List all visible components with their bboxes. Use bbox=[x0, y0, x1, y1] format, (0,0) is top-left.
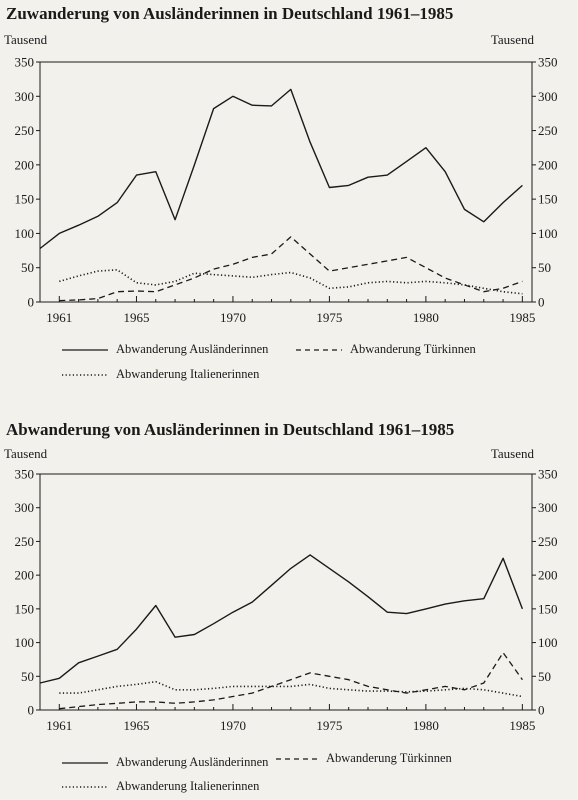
x-tick-label: 1961 bbox=[46, 718, 72, 733]
x-tick-label: 1985 bbox=[509, 310, 535, 325]
x-tick-label: 1965 bbox=[123, 310, 149, 325]
x-tick-label: 1970 bbox=[220, 310, 246, 325]
y-tick-label-left: 300 bbox=[15, 89, 35, 104]
x-tick-label: 1961 bbox=[46, 310, 72, 325]
x-tick-label: 1975 bbox=[316, 718, 342, 733]
y-tick-label-left: 250 bbox=[15, 123, 35, 138]
y-tick-label-right: 250 bbox=[538, 534, 558, 549]
x-tick-label: 1980 bbox=[413, 718, 439, 733]
y-tick-label-left: 350 bbox=[15, 55, 35, 70]
chart-1-legend bbox=[62, 349, 342, 376]
x-tick-label: 1980 bbox=[413, 310, 439, 325]
legend-1-label-auslaenderinnen: Abwanderung Ausländerinnen bbox=[116, 342, 269, 356]
y-tick-label-right: 150 bbox=[538, 192, 558, 207]
series-line-dashed bbox=[59, 652, 523, 710]
y-tick-label-right: 150 bbox=[538, 601, 558, 616]
y-tick-label-right: 50 bbox=[538, 669, 551, 684]
y-tick-label-right: 200 bbox=[538, 157, 558, 172]
series-line-dotted bbox=[59, 680, 523, 698]
plot-frame bbox=[39, 61, 533, 303]
y-tick-label-right: 0 bbox=[538, 295, 545, 310]
y-unit-label-right: Tausend bbox=[491, 32, 535, 47]
y-tick-label-left: 0 bbox=[28, 703, 35, 718]
series-line-solid bbox=[39, 554, 524, 684]
x-tick-label: 1965 bbox=[123, 718, 149, 733]
legend-2-label-tuerkinnen: Abwanderung Türkinnen bbox=[326, 751, 452, 765]
y-tick-label-left: 100 bbox=[15, 635, 35, 650]
y-tick-label-right: 200 bbox=[538, 568, 558, 583]
y-tick-label-left: 50 bbox=[21, 669, 34, 684]
y-tick-label-right: 100 bbox=[538, 226, 558, 241]
y-tick-label-right: 100 bbox=[538, 635, 558, 650]
series-line-dotted bbox=[59, 269, 523, 295]
y-tick-label-left: 0 bbox=[28, 295, 35, 310]
y-tick-label-left: 200 bbox=[15, 157, 35, 172]
y-tick-label-right: 300 bbox=[538, 89, 558, 104]
legend-2-label-italienerinnen: Abwanderung Italienerinnen bbox=[116, 779, 260, 793]
y-unit-label-left: Tausend bbox=[4, 446, 48, 461]
x-tick-label: 1970 bbox=[220, 718, 246, 733]
x-tick-label: 1975 bbox=[316, 310, 342, 325]
legend-1-label-italienerinnen: Abwanderung Italienerinnen bbox=[116, 367, 260, 381]
y-unit-label-right: Tausend bbox=[491, 446, 535, 461]
y-tick-label-left: 50 bbox=[21, 260, 34, 275]
y-tick-label-left: 200 bbox=[15, 568, 35, 583]
series-line-solid bbox=[39, 88, 523, 250]
chart-2-title: Abwanderung von Ausländerinnen in Deutsc… bbox=[6, 420, 455, 439]
y-unit-label-left: Tausend bbox=[4, 32, 48, 47]
legend-2-label-auslaenderinnen: Abwanderung Ausländerinnen bbox=[116, 755, 269, 769]
y-tick-label-left: 150 bbox=[15, 601, 35, 616]
legend-1-label-tuerkinnen: Abwanderung Türkinnen bbox=[350, 342, 476, 356]
y-tick-label-left: 250 bbox=[15, 534, 35, 549]
chart-2-legend bbox=[62, 758, 320, 788]
chart-2-plot: Tausend Tausend 0 0 50 50 100 100 150 150 200 200 25… bbox=[4, 446, 558, 733]
y-tick-label-right: 350 bbox=[538, 467, 558, 482]
y-tick-label-right: 250 bbox=[538, 123, 558, 138]
chart-1-title: Zuwanderung von Ausländerinnen in Deutsc… bbox=[6, 4, 454, 23]
y-tick-label-left: 300 bbox=[15, 500, 35, 515]
y-tick-label-left: 100 bbox=[15, 226, 35, 241]
y-tick-label-left: 150 bbox=[15, 192, 35, 207]
chart-1-plot: Tausend Tausend 0 0 50 50 100 100 150 150 200 200 25… bbox=[4, 32, 558, 325]
series-line-dashed bbox=[59, 236, 523, 302]
x-tick-label: 1985 bbox=[509, 718, 535, 733]
y-tick-label-left: 350 bbox=[15, 467, 35, 482]
y-tick-label-right: 300 bbox=[538, 500, 558, 515]
y-tick-label-right: 0 bbox=[538, 703, 545, 718]
plot-frame bbox=[39, 473, 533, 711]
y-tick-label-right: 350 bbox=[538, 55, 558, 70]
y-tick-label-right: 50 bbox=[538, 260, 551, 275]
